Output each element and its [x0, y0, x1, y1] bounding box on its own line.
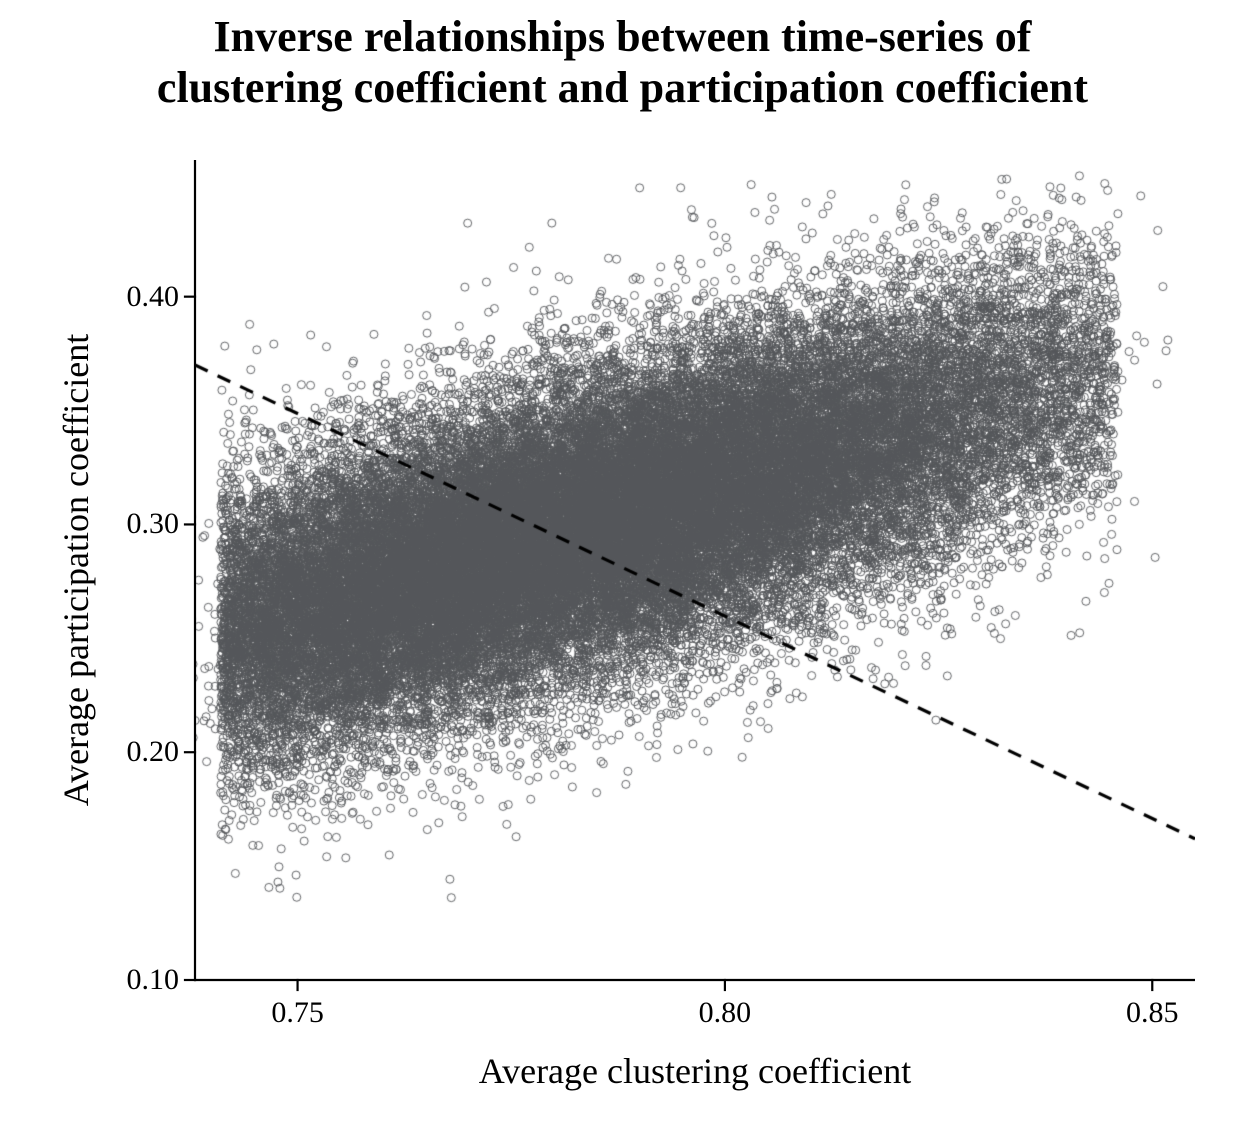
x-axis-label: Average clustering coefficient: [195, 1050, 1195, 1092]
chart-page: Inverse relationships between time-serie…: [0, 0, 1245, 1134]
x-tick-label: 0.75: [271, 996, 324, 1030]
chart-title: Inverse relationships between time-serie…: [0, 12, 1245, 113]
y-tick-label: 0.10: [89, 963, 179, 997]
y-tick-label: 0.20: [89, 735, 179, 769]
x-tick-label: 0.80: [699, 996, 752, 1030]
plot-area: [195, 160, 1195, 980]
chart-title-line2: clustering coefficient and participation…: [157, 63, 1088, 112]
scatter-canvas: [195, 160, 1195, 980]
y-tick-label: 0.40: [89, 280, 179, 314]
x-tick-label: 0.85: [1126, 996, 1179, 1030]
y-tick-label: 0.30: [89, 507, 179, 541]
chart-title-line1: Inverse relationships between time-serie…: [214, 12, 1032, 61]
